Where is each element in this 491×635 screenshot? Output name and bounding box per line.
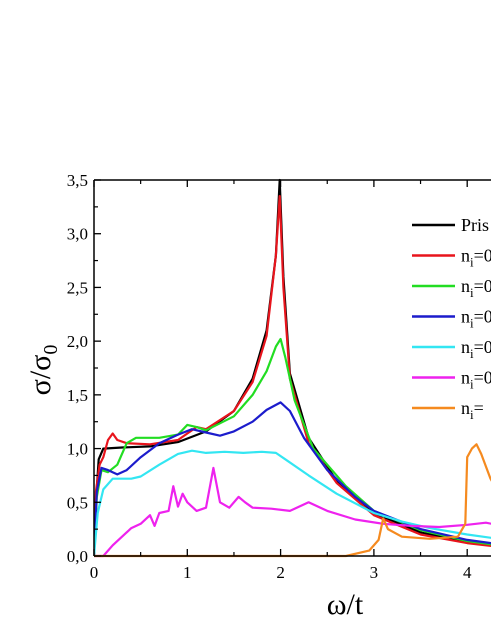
legend: Pris ni=0 ni=0 ni=0 ni=0 ni=0 ni= bbox=[412, 215, 491, 422]
y-tick-label: 0,0 bbox=[67, 547, 88, 566]
y-tick-label: 2,5 bbox=[67, 278, 88, 297]
x-tick-label: 3 bbox=[370, 563, 379, 582]
x-tick-label: 0 bbox=[90, 563, 99, 582]
legend-label: ni=0 bbox=[461, 337, 491, 361]
y-tick-label: 1,5 bbox=[67, 386, 88, 405]
axis-labels: ω/t σ/σ0 bbox=[24, 345, 364, 621]
series-line-2 bbox=[94, 195, 491, 557]
legend-label: ni=0 bbox=[461, 307, 491, 331]
y-tick-label: 3,5 bbox=[67, 171, 88, 190]
y-tick-label: 1,0 bbox=[67, 440, 88, 459]
legend-label: ni=0 bbox=[461, 368, 491, 392]
y-tick-label: 0,5 bbox=[67, 493, 88, 512]
legend-label: ni= bbox=[461, 398, 484, 422]
x-axis-title: ω/t bbox=[327, 588, 364, 621]
y-axis-title-main: σ/σ bbox=[24, 355, 57, 396]
series-line-7 bbox=[94, 443, 491, 558]
y-tick-label: 2,0 bbox=[67, 332, 88, 351]
y-tick-label: 3,0 bbox=[67, 225, 88, 244]
plot-area bbox=[94, 178, 491, 558]
x-tick-label: 4 bbox=[463, 563, 472, 582]
y-axis-title: σ/σ0 bbox=[24, 345, 62, 396]
x-tick-label: 2 bbox=[276, 563, 285, 582]
legend-label: ni=0 bbox=[461, 276, 491, 300]
axes: 01234560,00,51,01,52,02,53,03,5 bbox=[67, 171, 491, 582]
y-axis-title-sub: 0 bbox=[40, 345, 62, 355]
series-line-5 bbox=[94, 449, 491, 557]
legend-label: Pris bbox=[461, 215, 489, 235]
legend-label: ni=0 bbox=[461, 246, 491, 270]
series-line-6 bbox=[94, 466, 491, 558]
x-tick-label: 1 bbox=[183, 563, 192, 582]
series-line-1 bbox=[94, 178, 491, 557]
